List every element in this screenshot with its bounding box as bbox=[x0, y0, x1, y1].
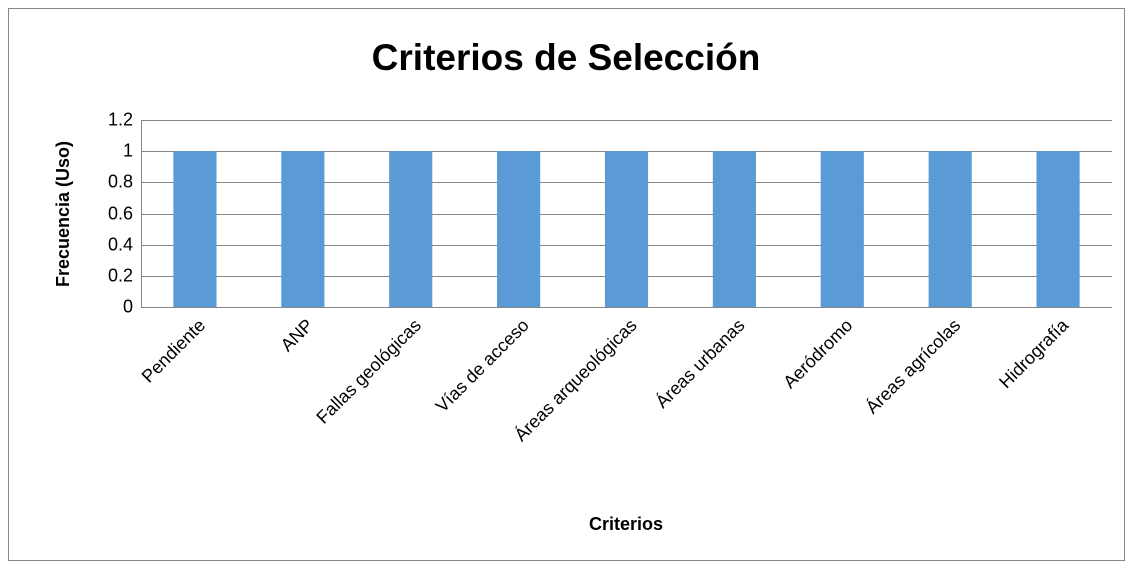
chart-title: Criterios de Selección bbox=[372, 37, 761, 78]
y-tick-label: 0.4 bbox=[108, 234, 133, 254]
bar bbox=[1036, 151, 1080, 307]
y-tick-label: 0.8 bbox=[108, 171, 133, 191]
bar bbox=[281, 151, 325, 307]
x-axis-label: Criterios bbox=[589, 514, 663, 534]
y-tick-label: 0.2 bbox=[108, 265, 133, 285]
y-tick-label: 0.6 bbox=[108, 203, 133, 223]
bar bbox=[497, 151, 541, 307]
y-tick-label: 0 bbox=[123, 296, 133, 316]
bar bbox=[928, 151, 972, 307]
y-tick-label: 1 bbox=[123, 140, 133, 160]
y-axis-label: Frecuencia (Uso) bbox=[53, 141, 73, 287]
bar bbox=[173, 151, 217, 307]
bar bbox=[389, 151, 433, 307]
bar bbox=[820, 151, 864, 307]
bar bbox=[604, 151, 649, 307]
y-tick-label: 1.2 bbox=[108, 109, 133, 129]
bar bbox=[712, 151, 756, 307]
